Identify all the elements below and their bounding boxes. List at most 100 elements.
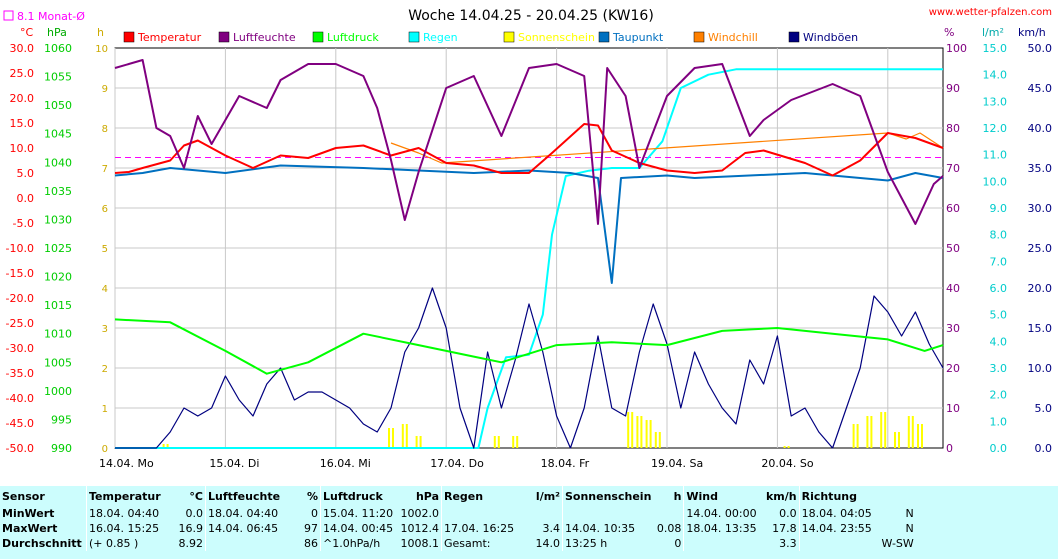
- hdr-richtung: Richtung: [798, 486, 874, 506]
- tick-sun: 10: [95, 44, 108, 55]
- tick-hpa: 1020: [44, 271, 72, 284]
- tick-sun: 6: [102, 204, 108, 215]
- cell: 14.04. 10:35: [562, 521, 654, 536]
- hdr-wind-unit: km/h: [765, 489, 797, 503]
- tick-rain: 1.0: [990, 415, 1008, 428]
- sunshine-bar: [162, 444, 165, 448]
- cell: N: [905, 522, 914, 535]
- monat-label: 8.1 Monat-Ø: [17, 10, 85, 23]
- sunshine-bar: [654, 432, 657, 448]
- unit-kmh: km/h: [1018, 26, 1046, 39]
- tick-hum: 90: [946, 82, 960, 95]
- sunshine-bar: [401, 424, 404, 448]
- unit-hpa: hPa: [47, 26, 67, 39]
- sunshine-bar: [907, 416, 910, 448]
- cell: W-SW: [881, 537, 914, 550]
- tick-day: 17.04. Do: [430, 457, 484, 470]
- tick-rain: 8.0: [990, 229, 1008, 242]
- stats-table: Sensor Temperatur °C Luftfeuchte % Luftd…: [0, 486, 1058, 559]
- tick-hpa: 1025: [44, 242, 72, 255]
- tick-temp: -10.0: [6, 242, 34, 255]
- tick-wind: 10.0: [1028, 362, 1053, 375]
- legend-swatch: [218, 31, 230, 43]
- sunshine-bar: [405, 424, 408, 448]
- hdr-rain-unit: l/m²: [535, 489, 560, 503]
- tick-hpa: 1010: [44, 328, 72, 341]
- tick-hum: 80: [946, 122, 960, 135]
- tick-sun: 0: [102, 444, 108, 455]
- series-line-taupunkt: [114, 164, 944, 284]
- tick-day: 18.04. Fr: [541, 457, 590, 470]
- tick-wind: 25.0: [1028, 242, 1053, 255]
- tick-wind: 20.0: [1028, 282, 1053, 295]
- legend-label: Temperatur: [137, 31, 202, 44]
- sunshine-bar: [870, 416, 873, 448]
- legend-swatch: [788, 31, 800, 43]
- site-link[interactable]: www.wetter-pfalzen.com: [929, 7, 1052, 18]
- tick-temp: -40.0: [6, 392, 34, 405]
- cell: [205, 536, 290, 551]
- hdr-temperatur: Temperatur: [86, 486, 163, 506]
- tick-sun: 9: [102, 84, 108, 95]
- sunshine-bar: [898, 432, 900, 448]
- tick-hum: 100: [946, 42, 967, 55]
- series-line-luftfeuchte: [114, 59, 944, 225]
- cell: 18.04. 04:05: [798, 506, 874, 521]
- unit-rain: l/m²: [982, 26, 1004, 39]
- sunshine-bar: [636, 416, 639, 448]
- tick-temp: -30.0: [6, 342, 34, 355]
- tick-hpa: 1050: [44, 99, 72, 112]
- legend-label: Windchill: [708, 31, 758, 44]
- legend-label: Regen: [423, 31, 458, 44]
- tick-sun: 3: [102, 324, 108, 335]
- legend-swatch: [123, 31, 135, 43]
- hdr-hpa-unit: hPa: [415, 489, 439, 503]
- unit-hours: h: [97, 26, 104, 39]
- tick-rain: 14.0: [983, 69, 1008, 82]
- tick-hum: 10: [946, 402, 960, 415]
- tick-temp: 30.0: [10, 42, 35, 55]
- tick-rain: 7.0: [990, 255, 1008, 268]
- series-line-windböen: [115, 287, 944, 449]
- cell: 0.0: [779, 507, 797, 520]
- tick-rain: 2.0: [990, 389, 1008, 402]
- cell: 18.04. 13:35: [683, 521, 759, 536]
- tick-temp: 5.0: [17, 167, 35, 180]
- tick-hpa: 1035: [44, 185, 72, 198]
- tick-hum: 50: [946, 242, 960, 255]
- cell: N: [905, 507, 914, 520]
- cell: [798, 536, 874, 551]
- tick-rain: 13.0: [983, 95, 1008, 108]
- hdr-sonnenschein: Sonnenschein: [562, 486, 654, 506]
- sunshine-bar: [512, 436, 515, 448]
- cell: (+ 0.85 ): [86, 536, 163, 551]
- cell: 16.9: [178, 522, 204, 535]
- tick-hpa: 1045: [44, 128, 72, 141]
- tick-wind: 30.0: [1028, 202, 1053, 215]
- tick-temp: 20.0: [10, 92, 35, 105]
- cell: 14.04. 00:00: [683, 506, 759, 521]
- sunshine-bar: [917, 424, 919, 448]
- sunshine-bar: [388, 428, 390, 448]
- cell: 86: [304, 537, 318, 550]
- tick-hpa: 1055: [44, 71, 72, 84]
- legend-swatch: [408, 31, 420, 43]
- tick-hum: 30: [946, 322, 960, 335]
- sunshine-bar: [392, 428, 394, 448]
- sunshine-bar: [856, 424, 859, 448]
- sunshine-bar: [493, 436, 496, 448]
- tick-day: 19.04. Sa: [651, 457, 703, 470]
- sunshine-bar: [880, 412, 883, 448]
- tick-wind: 5.0: [1035, 402, 1053, 415]
- tick-rain: 3.0: [990, 362, 1008, 375]
- series-line-temperatur: [114, 123, 944, 177]
- cell: 1002.0: [400, 507, 440, 520]
- cell: [441, 506, 524, 521]
- cell: 0: [674, 537, 682, 550]
- tick-rain: 10.0: [983, 175, 1008, 188]
- hdr-richtung-value: [874, 486, 916, 506]
- tick-sun: 8: [102, 124, 108, 135]
- tick-sun: 2: [102, 364, 108, 375]
- sunshine-bar: [787, 446, 790, 448]
- tick-sun: 7: [102, 164, 108, 175]
